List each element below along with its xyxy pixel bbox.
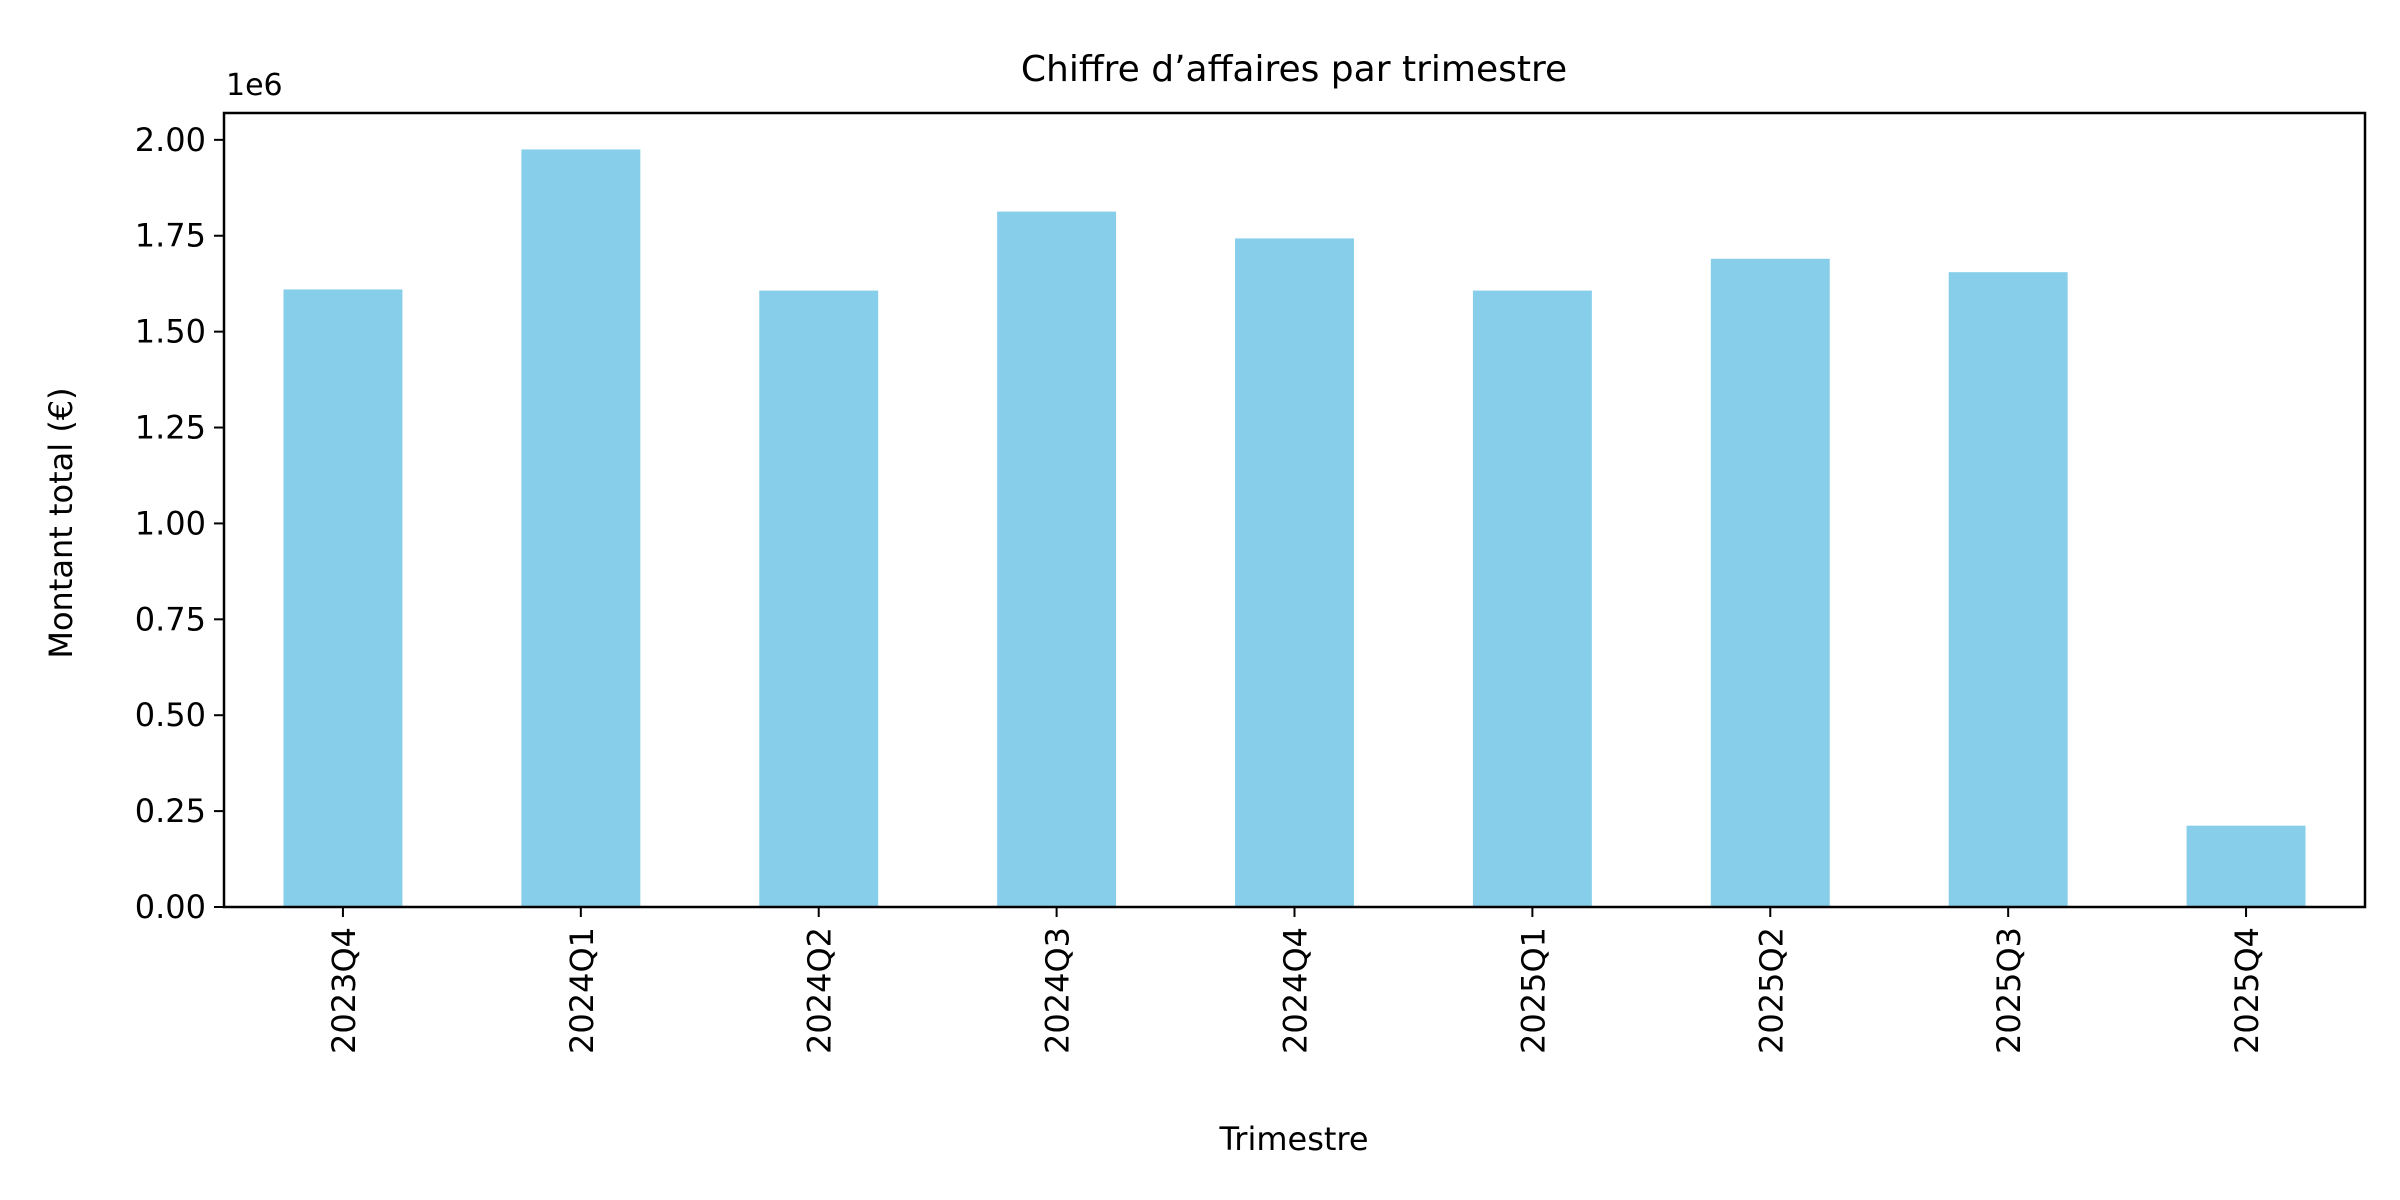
- bars-group: [283, 149, 2306, 908]
- y-tick-label: 2.00: [135, 121, 206, 159]
- x-tick-label: 2024Q3: [1039, 927, 1077, 1054]
- bar-2025Q2: [1710, 258, 1830, 908]
- y-tick-label: 1.25: [135, 409, 206, 447]
- bar-2025Q1: [1472, 290, 1592, 907]
- y-axis-ticks: 0.00 0.25 0.50 0.75 1.00 1.25 1.50 1.75 2.00: [135, 121, 224, 926]
- y-tick-label: 0.25: [135, 792, 206, 830]
- x-tick-label: 2025Q4: [2228, 927, 2266, 1054]
- x-tick-label: 2025Q2: [1752, 927, 1790, 1054]
- y-tick-label: 0.00: [135, 888, 206, 926]
- x-axis-label: Trimestre: [1218, 1120, 1368, 1158]
- y-tick-label: 1.75: [135, 217, 206, 255]
- x-axis-ticks: 2023Q4 2024Q1 2024Q2 2024Q3 2024Q4 2025Q1 2025…: [325, 907, 2266, 1054]
- x-tick-label: 2024Q1: [563, 927, 601, 1054]
- x-tick-label: 2025Q1: [1514, 927, 1552, 1054]
- bar-2025Q3: [1948, 272, 2068, 907]
- y-tick-label: 1.00: [135, 504, 206, 542]
- y-axis-label: Montant total (€): [42, 387, 80, 658]
- bar-2025Q4: [2186, 825, 2306, 907]
- bar-2024Q4: [1235, 238, 1354, 908]
- x-tick-label: 2025Q3: [1990, 927, 2028, 1054]
- y-scale-label: 1e6: [226, 68, 283, 103]
- chart-title: Chiffre d’affaires par trimestre: [1021, 49, 1567, 90]
- bar-2024Q3: [997, 211, 1117, 908]
- x-tick-label: 2024Q4: [1277, 927, 1315, 1054]
- y-tick-label: 1.50: [135, 313, 206, 351]
- bar-2024Q2: [759, 290, 879, 907]
- x-tick-label: 2024Q2: [801, 927, 839, 1054]
- bar-2023Q4: [283, 289, 403, 907]
- x-tick-label: 2023Q4: [325, 927, 363, 1054]
- bar-2024Q1: [521, 149, 641, 907]
- plot-frame: [222, 111, 2367, 909]
- y-tick-label: 0.50: [135, 696, 206, 734]
- y-tick-label: 0.75: [135, 600, 206, 638]
